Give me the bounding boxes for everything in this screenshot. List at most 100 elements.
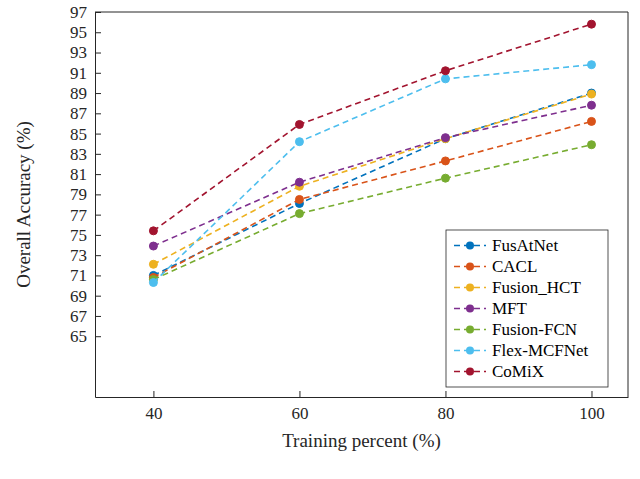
y-tick: 73 <box>70 246 101 265</box>
series-marker <box>149 242 157 250</box>
series-marker <box>587 141 595 149</box>
y-tick: 89 <box>70 84 101 103</box>
x-tick-mark <box>445 391 446 397</box>
legend: FusAtNet CACL Fusion_HCT MFT Fusion-FCN Flex-… <box>446 230 608 387</box>
y-tick-label: 75 <box>70 226 87 245</box>
y-tick-label: 71 <box>70 266 87 285</box>
series-marker <box>441 134 449 142</box>
legend-label: CACL <box>492 257 537 276</box>
x-tick: 40 <box>145 391 162 423</box>
series-marker <box>441 174 449 182</box>
y-tick-label: 77 <box>70 206 88 225</box>
y-tick-label: 73 <box>70 246 87 265</box>
y-tick: 81 <box>70 165 101 184</box>
y-tick-label: 91 <box>70 64 87 83</box>
plot: 4060801006567697173757779818385878991939… <box>70 3 629 423</box>
y-tick-mark <box>95 215 101 216</box>
y-tick: 69 <box>70 287 101 306</box>
x-axis-title: Training percent (%) <box>282 430 441 452</box>
series-line <box>153 93 591 275</box>
legend-marker <box>466 305 474 313</box>
series-marker <box>149 260 157 268</box>
series-line <box>153 145 591 280</box>
y-tick-mark <box>95 235 101 236</box>
legend-marker <box>466 263 474 271</box>
series-marker <box>441 157 449 165</box>
y-tick-mark <box>95 53 101 54</box>
y-tick: 87 <box>70 104 101 123</box>
legend-label: Fusion-FCN <box>492 320 577 339</box>
y-tick: 83 <box>70 145 101 164</box>
y-tick-label: 83 <box>70 145 87 164</box>
series-marker <box>587 20 595 28</box>
x-tick-label: 60 <box>291 404 308 423</box>
y-tick-mark <box>95 73 101 74</box>
x-tick-label: 100 <box>579 404 605 423</box>
series-marker <box>295 178 303 186</box>
y-tick-mark <box>95 32 101 33</box>
y-tick-mark <box>95 194 101 195</box>
y-tick-mark <box>95 255 101 256</box>
series-marker <box>149 279 157 287</box>
y-tick-mark <box>95 296 101 297</box>
y-tick-label: 87 <box>70 104 88 123</box>
legend-label: CoMiX <box>492 362 544 381</box>
x-tick-label: 40 <box>145 404 162 423</box>
y-tick-label: 69 <box>70 287 87 306</box>
x-tick-mark <box>153 391 154 397</box>
y-tick: 91 <box>70 64 101 83</box>
series-marker <box>587 117 595 125</box>
series-marker <box>149 227 157 235</box>
y-tick: 93 <box>70 43 101 62</box>
series-line <box>153 94 591 264</box>
y-tick-label: 97 <box>70 3 88 22</box>
x-tick: 80 <box>437 391 454 423</box>
series-line <box>153 24 591 231</box>
y-tick: 75 <box>70 226 101 245</box>
y-tick-mark <box>95 134 101 135</box>
y-tick: 79 <box>70 185 101 204</box>
y-tick-mark <box>95 275 101 276</box>
y-tick-mark <box>95 113 101 114</box>
y-tick-mark <box>95 93 101 94</box>
y-tick-mark <box>95 154 101 155</box>
y-tick: 97 <box>70 3 101 22</box>
legend-label: Flex-MCFNet <box>492 341 589 360</box>
legend-marker <box>466 347 474 355</box>
y-tick: 85 <box>70 125 101 144</box>
series-line <box>153 65 591 283</box>
legend-box <box>446 230 608 387</box>
series-marker <box>441 67 449 75</box>
legend-label: FusAtNet <box>492 236 558 255</box>
legend-label: MFT <box>492 299 528 318</box>
y-tick: 65 <box>70 327 101 346</box>
x-axis: 40 60 80 100 <box>96 391 629 423</box>
chart: 4060801006567697173757779818385878991939… <box>0 0 640 479</box>
x-tick-label: 80 <box>437 404 454 423</box>
y-tick-mark <box>95 12 101 13</box>
y-tick-label: 81 <box>70 165 87 184</box>
y-tick: 95 <box>70 23 101 42</box>
y-tick-label: 95 <box>70 23 87 42</box>
series-marker <box>441 75 449 83</box>
x-tick-mark <box>299 391 300 397</box>
y-tick: 71 <box>70 266 101 285</box>
y-axis-title: Overall Accuracy (%) <box>13 121 35 288</box>
legend-marker <box>466 284 474 292</box>
legend-label: Fusion_HCT <box>492 278 581 297</box>
y-tick: 77 <box>70 206 101 225</box>
x-tick: 60 <box>291 391 308 423</box>
y-tick-label: 93 <box>70 43 87 62</box>
y-tick-label: 85 <box>70 125 87 144</box>
y-tick-mark <box>95 316 101 317</box>
y-tick-label: 89 <box>70 84 87 103</box>
x-tick: 100 <box>579 391 605 423</box>
series-line <box>153 105 591 246</box>
y-axis-line <box>95 13 96 398</box>
x-axis-line <box>96 397 629 398</box>
y-tick-label: 67 <box>70 307 88 326</box>
y-tick: 67 <box>70 307 101 326</box>
series-marker <box>295 210 303 218</box>
series-marker <box>295 195 303 203</box>
y-axis: 656769 71737577 79818385 878991 939597 <box>70 3 101 398</box>
